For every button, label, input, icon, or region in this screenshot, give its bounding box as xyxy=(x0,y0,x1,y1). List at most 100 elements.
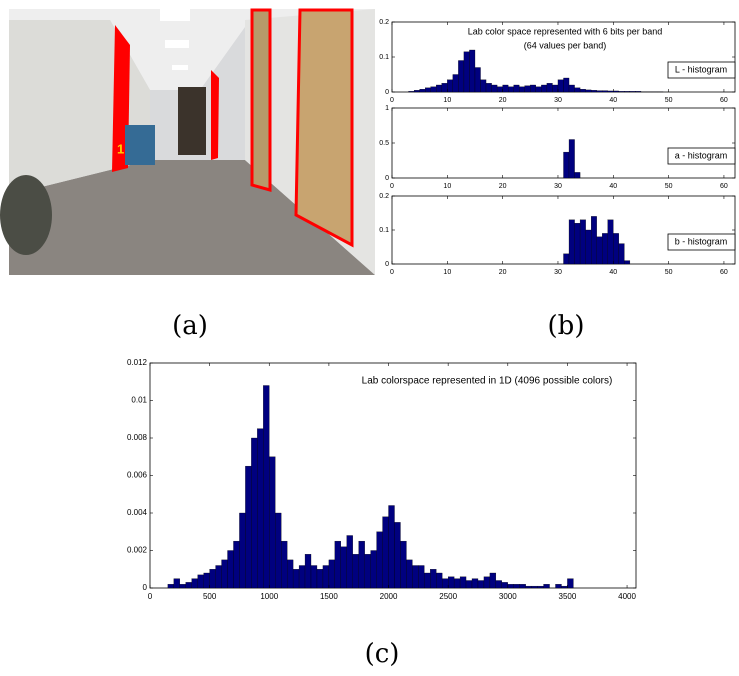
y-tick-label: 1 xyxy=(385,105,389,112)
bar xyxy=(341,547,347,588)
bar xyxy=(186,582,192,588)
bar xyxy=(409,91,415,92)
bar xyxy=(564,254,570,264)
bar xyxy=(447,80,453,92)
bar xyxy=(239,513,245,588)
y-tick-label: 0.5 xyxy=(379,140,389,147)
y-tick-label: 0.1 xyxy=(379,227,389,234)
bar xyxy=(394,522,400,588)
y-tick-label: 0.1 xyxy=(379,54,389,61)
bar xyxy=(269,457,275,588)
bar xyxy=(192,579,198,588)
x-tick-label: 40 xyxy=(609,269,617,276)
bar xyxy=(630,91,636,92)
bar xyxy=(502,582,508,588)
bar xyxy=(412,566,418,589)
bar xyxy=(228,551,234,589)
x-tick-label: 3500 xyxy=(559,592,577,601)
bar xyxy=(544,584,550,588)
y-tick-label: 0.002 xyxy=(127,546,148,555)
bar xyxy=(275,513,281,588)
bar xyxy=(442,83,448,92)
bar xyxy=(299,566,305,589)
bar xyxy=(624,91,630,92)
y-tick-label: 0.006 xyxy=(127,471,148,480)
x-tick-label: 10 xyxy=(443,183,451,190)
x-tick-label: 0 xyxy=(390,97,394,104)
bar xyxy=(538,586,544,588)
bar xyxy=(613,233,619,264)
bar xyxy=(263,386,269,589)
bar xyxy=(613,91,619,92)
bar xyxy=(555,584,561,588)
bar xyxy=(569,85,575,92)
y-tick-label: 0.2 xyxy=(379,193,389,200)
bar xyxy=(436,85,442,92)
bar xyxy=(536,87,542,92)
x-tick-label: 2500 xyxy=(439,592,457,601)
bar xyxy=(558,80,564,92)
bar xyxy=(425,88,431,92)
bar xyxy=(514,85,520,92)
x-tick-label: 30 xyxy=(554,269,562,276)
bar xyxy=(575,172,581,178)
bar xyxy=(608,91,614,92)
bar xyxy=(180,584,186,588)
x-tick-label: 20 xyxy=(499,183,507,190)
bar xyxy=(431,87,437,92)
bar xyxy=(530,85,536,92)
bar xyxy=(454,579,460,588)
x-tick-label: 40 xyxy=(609,97,617,104)
y-tick-label: 0 xyxy=(143,583,148,592)
bar xyxy=(287,560,293,588)
bar xyxy=(251,438,257,588)
panel-label: b - histogram xyxy=(675,236,728,246)
bar xyxy=(430,569,436,588)
caption: (a) xyxy=(172,311,208,341)
bar xyxy=(458,61,464,93)
bar xyxy=(478,581,484,589)
y-tick-label: 0 xyxy=(385,89,389,96)
bar xyxy=(497,87,503,92)
bar xyxy=(520,584,526,588)
bar xyxy=(486,83,492,92)
bar xyxy=(547,83,553,92)
x-tick-label: 1000 xyxy=(260,592,278,601)
bar xyxy=(514,584,520,588)
caption: (b) xyxy=(548,311,585,341)
x-tick-label: 30 xyxy=(554,97,562,104)
bar xyxy=(541,85,547,92)
bar xyxy=(484,577,490,588)
bar xyxy=(204,573,210,588)
chart-subtitle: (64 values per band) xyxy=(524,40,607,50)
bar xyxy=(216,566,222,589)
bar xyxy=(257,429,263,588)
caption: (c) xyxy=(365,639,400,669)
x-tick-label: 20 xyxy=(499,269,507,276)
bar xyxy=(305,554,311,588)
bar xyxy=(245,466,251,588)
bar xyxy=(602,91,608,92)
x-tick-label: 50 xyxy=(665,269,673,276)
x-tick-label: 0 xyxy=(390,183,394,190)
bar xyxy=(552,85,558,92)
bar xyxy=(442,579,448,588)
bar xyxy=(481,80,487,92)
bar xyxy=(335,541,341,588)
bar xyxy=(466,581,472,589)
bar xyxy=(293,569,299,588)
bar xyxy=(532,586,538,588)
bar xyxy=(469,50,475,92)
bar xyxy=(420,89,426,92)
x-tick-label: 60 xyxy=(720,269,728,276)
bar xyxy=(564,152,570,178)
y-tick-label: 0.2 xyxy=(379,19,389,26)
bar xyxy=(311,566,317,589)
bar xyxy=(597,237,603,264)
bar xyxy=(591,216,597,264)
bar xyxy=(508,584,514,588)
x-tick-label: 1500 xyxy=(320,592,338,601)
bar xyxy=(365,554,371,588)
bar xyxy=(389,506,395,589)
bar xyxy=(580,220,586,264)
